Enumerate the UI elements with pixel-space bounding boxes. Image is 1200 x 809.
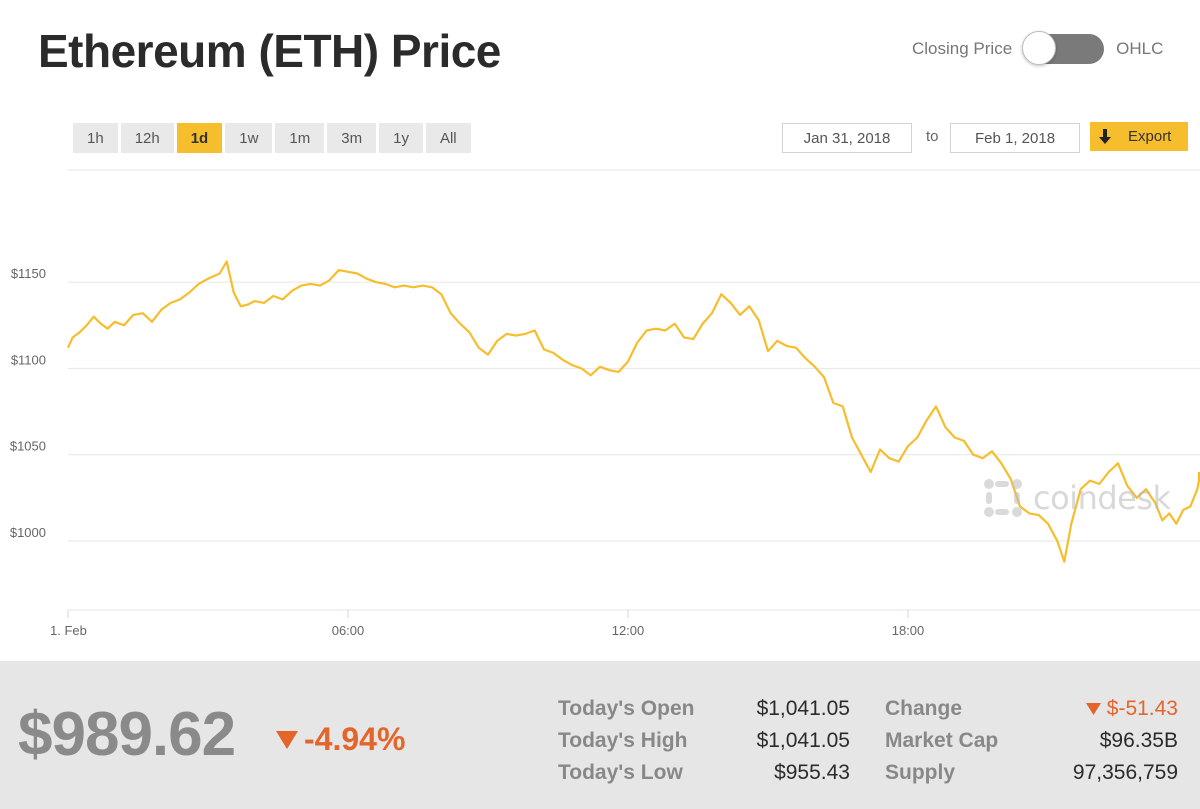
export-button[interactable]: Export [1090, 122, 1188, 151]
price-mode-toggle[interactable] [1022, 31, 1105, 65]
stats-panel: $989.62 -4.94% Today's Open Today's High… [0, 661, 1200, 809]
range-button-1h[interactable]: 1h [73, 123, 118, 153]
x-tick-label: 1. Feb [50, 623, 87, 638]
stat-label-high: Today's High [558, 729, 688, 752]
stat-value-low: $955.43 [774, 761, 850, 784]
stat-value-supply: 97,356,759 [1072, 761, 1178, 784]
stat-label-supply: Supply [885, 761, 956, 784]
stat-value-open: $1,041.05 [756, 697, 850, 720]
coindesk-logo-icon [984, 479, 1022, 517]
price-mode-toggle-group: Closing Price OHLC [912, 31, 1164, 66]
range-selector: 1h 12h 1d 1w 1m 3m 1y All [73, 123, 471, 153]
stat-value-change-text: $-51.43 [1106, 697, 1178, 720]
y-axis: $1000 $1050 $1100 $1150 [10, 266, 46, 540]
percent-change: -4.94% [276, 721, 405, 758]
coindesk-watermark: coindesk [983, 478, 1171, 518]
watermark-text: coindesk [1033, 479, 1171, 517]
page-title: Ethereum (ETH) Price [38, 25, 501, 77]
download-arrow-icon [1099, 128, 1111, 144]
current-price: $989.62 [18, 700, 236, 769]
range-button-all[interactable]: All [425, 123, 471, 153]
range-button-1y[interactable]: 1y [379, 123, 423, 153]
x-tick-label: 18:00 [892, 623, 925, 638]
down-triangle-icon-small [1085, 703, 1101, 715]
stat-label-market-cap: Market Cap [885, 729, 999, 752]
x-tick-label: 12:00 [612, 623, 645, 638]
date-to-input[interactable]: Feb 1, 2018 [950, 123, 1080, 153]
chart-grid [68, 169, 1200, 542]
y-tick-label: $1000 [10, 525, 46, 540]
toggle-knob[interactable] [1022, 31, 1057, 65]
range-button-12h[interactable]: 12h [120, 123, 174, 153]
stat-label-low: Today's Low [558, 761, 683, 784]
toggle-label-closing-price: Closing Price [912, 39, 1013, 58]
stat-label-change: Change [885, 697, 963, 720]
stat-value-market-cap: $96.35B [1099, 729, 1178, 752]
export-label: Export [1128, 128, 1172, 145]
date-from-input[interactable]: Jan 31, 2018 [782, 123, 912, 153]
date-to-label: to [926, 128, 939, 145]
down-triangle-icon [276, 730, 298, 749]
stat-value-high: $1,041.05 [756, 729, 850, 752]
range-button-1m[interactable]: 1m [275, 123, 325, 153]
range-button-1w[interactable]: 1w [225, 123, 273, 153]
price-chart[interactable]: $1000 $1050 $1100 $1150 1. Feb 06:00 12:00 18:… [0, 160, 1200, 650]
y-tick-label: $1100 [11, 352, 46, 367]
y-tick-label: $1150 [11, 266, 46, 281]
x-tick-label: 06:00 [332, 623, 365, 638]
range-button-3m[interactable]: 3m [327, 123, 377, 153]
y-tick-label: $1050 [10, 439, 46, 454]
toggle-label-ohlc: OHLC [1116, 39, 1164, 58]
stat-label-open: Today's Open [558, 697, 695, 720]
x-axis: 1. Feb 06:00 12:00 18:00 [50, 609, 1200, 638]
stat-value-change: $-51.43 [1020, 697, 1178, 721]
range-button-1d[interactable]: 1d [176, 123, 223, 153]
percent-change-value: -4.94% [304, 721, 406, 757]
price-line [66, 260, 1200, 563]
